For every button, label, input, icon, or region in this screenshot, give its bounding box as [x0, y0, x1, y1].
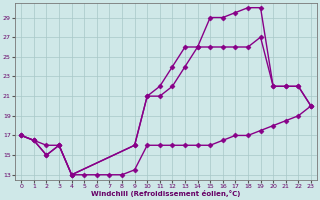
X-axis label: Windchill (Refroidissement éolien,°C): Windchill (Refroidissement éolien,°C): [92, 190, 241, 197]
